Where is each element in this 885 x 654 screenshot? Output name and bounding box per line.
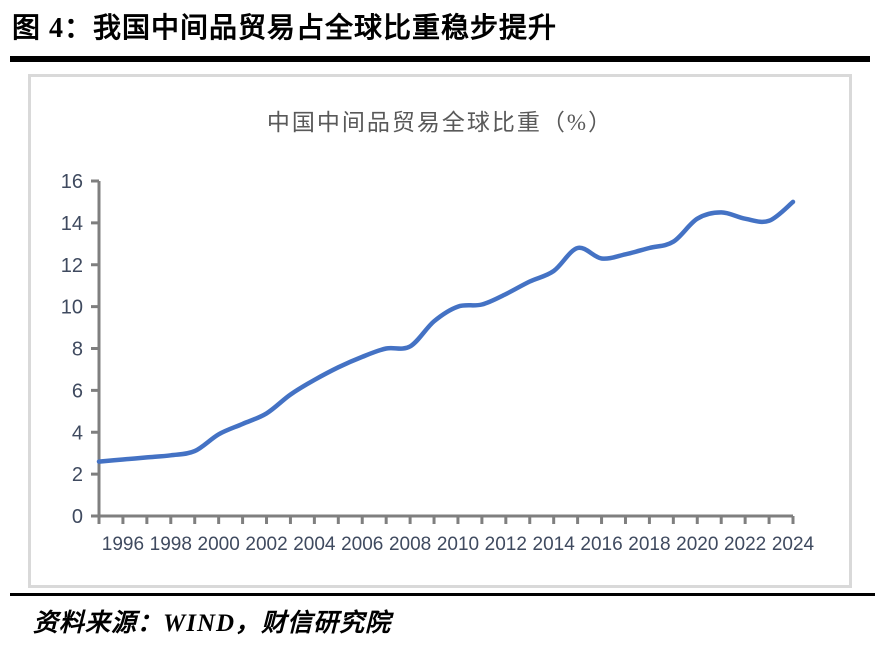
x-tick-label: 2002 [245, 534, 287, 555]
chart-title: 中国中间品贸易全球比重（%） [266, 110, 614, 135]
y-tick-label: 10 [61, 297, 83, 319]
x-tick-label: 2016 [580, 534, 622, 555]
x-tick-label: 2018 [628, 534, 670, 555]
source-note: 资料来源：WIND，财信研究院 [33, 610, 392, 637]
x-tick-label: 2010 [437, 534, 479, 555]
y-tick-label: 2 [72, 464, 83, 486]
x-tick-label: 1998 [150, 534, 192, 555]
chart-frame: 中国中间品贸易全球比重（%） 0 2 4 6 8 10 12 14 16 1996 1998 2000… [28, 74, 852, 588]
x-tick-label: 2008 [389, 534, 431, 555]
y-tick-label: 4 [72, 422, 83, 444]
x-tick-label: 2024 [772, 534, 815, 555]
y-tick-label: 14 [61, 213, 83, 235]
footer-divider [10, 593, 875, 596]
x-tick-labels: 1996 1998 2000 2002 2004 2006 2008 2010 2012 2014… [102, 534, 815, 555]
x-tick-label: 2014 [533, 534, 576, 555]
figure-caption: 图 4：我国中间品贸易占全球比重稳步提升 [12, 13, 558, 44]
x-tick-label: 2000 [198, 534, 240, 555]
x-tick-label: 1996 [102, 534, 144, 555]
series-line [96, 199, 796, 464]
x-tick-label: 2004 [293, 534, 336, 555]
x-tick-label: 2006 [341, 534, 383, 555]
y-tick-labels: 0 2 4 6 8 10 12 14 16 [61, 171, 83, 528]
y-tick-label: 0 [72, 506, 83, 528]
x-axis [97, 514, 795, 524]
x-tick-label: 2012 [485, 534, 527, 555]
y-tick-label: 16 [61, 171, 83, 193]
y-tick-label: 6 [72, 380, 83, 402]
y-tick-label: 8 [72, 339, 83, 361]
x-tick-label: 2020 [676, 534, 718, 555]
x-tick-label: 2022 [724, 534, 766, 555]
y-axis [91, 179, 101, 518]
caption-divider [10, 56, 870, 62]
y-tick-label: 12 [61, 255, 83, 277]
